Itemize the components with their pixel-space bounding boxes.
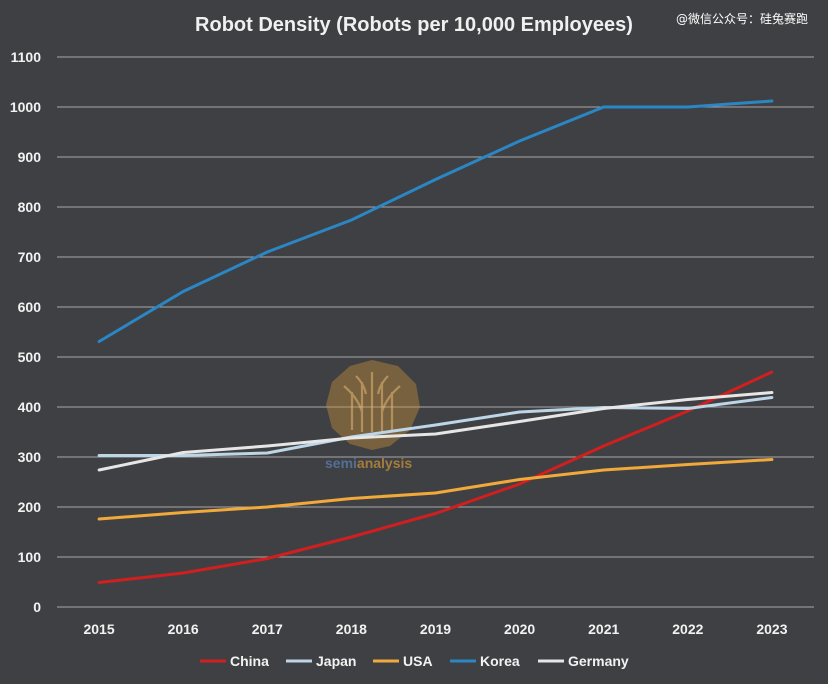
x-tick-label: 2019 xyxy=(420,621,451,637)
y-tick-label: 400 xyxy=(18,399,42,415)
series-line-usa xyxy=(97,458,774,521)
gridlines xyxy=(57,56,814,608)
x-tick-label: 2018 xyxy=(336,621,367,637)
logo-text-analysis: analysis xyxy=(357,455,412,471)
y-tick-label: 0 xyxy=(33,599,41,615)
legend-label-china: China xyxy=(230,653,269,669)
logo-text-semi: semi xyxy=(325,455,357,471)
y-tick-label: 900 xyxy=(18,149,42,165)
series-line-japan xyxy=(97,396,774,457)
x-tick-label: 2017 xyxy=(252,621,283,637)
y-tick-label: 1000 xyxy=(10,99,41,115)
y-tick-label: 500 xyxy=(18,349,42,365)
y-tick-label: 700 xyxy=(18,249,42,265)
y-tick-label: 600 xyxy=(18,299,42,315)
x-axis-tick-labels: 2015 2016 2017 2018 2019 2020 2021 2022 2023 xyxy=(83,621,787,637)
semianalysis-logo: semianalysis xyxy=(325,360,420,471)
series-line-china xyxy=(97,370,774,584)
watermark-text: @微信公众号：硅兔赛跑 xyxy=(676,11,808,26)
legend: China Japan USA Korea Germany xyxy=(200,653,629,669)
legend-label-germany: Germany xyxy=(568,653,629,669)
y-tick-label: 300 xyxy=(18,449,42,465)
series-line-korea xyxy=(97,99,774,343)
y-tick-label: 200 xyxy=(18,499,42,515)
x-tick-label: 2022 xyxy=(672,621,703,637)
x-tick-label: 2015 xyxy=(83,621,114,637)
y-tick-label: 1100 xyxy=(11,49,42,65)
legend-label-japan: Japan xyxy=(316,653,356,669)
legend-label-korea: Korea xyxy=(480,653,520,669)
x-tick-label: 2016 xyxy=(168,621,199,637)
x-tick-label: 2021 xyxy=(588,621,619,637)
svg-text:semianalysis: semianalysis xyxy=(325,455,412,471)
y-tick-label: 800 xyxy=(18,199,42,215)
y-axis-tick-labels: 0 100 200 300 400 500 600 700 800 900 1000 1100 xyxy=(10,49,41,615)
chart-title: Robot Density (Robots per 10,000 Employe… xyxy=(195,14,633,36)
series-lines xyxy=(97,99,774,584)
x-tick-label: 2023 xyxy=(756,621,787,637)
legend-label-usa: USA xyxy=(403,653,433,669)
y-tick-label: 100 xyxy=(18,549,42,565)
series-line-germany xyxy=(97,391,774,472)
x-tick-label: 2020 xyxy=(504,621,535,637)
